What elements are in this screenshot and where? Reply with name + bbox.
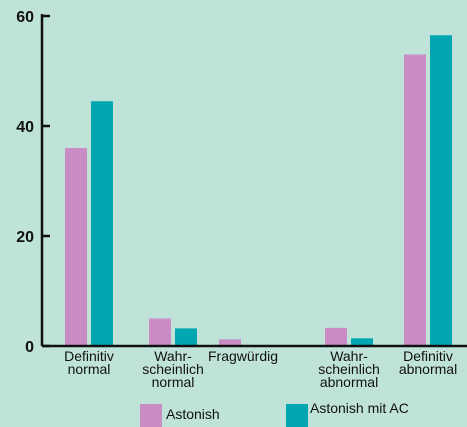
legend-label: Astonish: [166, 406, 220, 422]
legend-label: Astonish mit AC: [310, 400, 409, 416]
bar-astonish-mit-ac-4: [430, 35, 452, 346]
bar-astonish-3: [325, 327, 347, 346]
bar-astonish-mit-ac-0: [91, 101, 113, 346]
y-tick-label: 20: [16, 229, 34, 246]
x-category-label: Fragwürdig: [208, 348, 278, 364]
y-tick-label: 60: [16, 9, 34, 26]
bar-astonish-mit-ac-3: [351, 338, 373, 346]
x-category-label: Wahr-: [330, 348, 368, 364]
x-category-label: Definitiv: [64, 348, 114, 364]
y-tick-label: 40: [16, 119, 34, 136]
x-category-label: scheinlich: [318, 361, 379, 377]
legend-swatch: [140, 404, 162, 427]
x-category-label: abnormal: [399, 361, 457, 377]
x-category-label: Definitiv: [403, 348, 453, 364]
legend: Astonish Astonish mit AC: [140, 400, 409, 427]
bar-astonish-1: [149, 318, 171, 346]
legend-swatch: [286, 404, 308, 427]
x-category-label: abnormal: [320, 374, 378, 390]
bar-astonish-0: [65, 148, 87, 346]
bar-astonish-4: [404, 54, 426, 346]
x-category-label: scheinlich: [142, 361, 203, 377]
x-category-label: normal: [152, 374, 195, 390]
y-tick-label: 0: [25, 339, 34, 356]
x-category-label: Wahr-: [154, 348, 192, 364]
bar-astonish-2: [219, 339, 241, 346]
bars-layer: [65, 35, 452, 346]
bar-astonish-mit-ac-1: [175, 328, 197, 346]
y-ticks: 0 20 40 60: [16, 9, 50, 356]
x-category-labels: DefinitivnormalWahr-scheinlichnormalFrag…: [64, 348, 457, 390]
x-category-label: normal: [68, 361, 111, 377]
